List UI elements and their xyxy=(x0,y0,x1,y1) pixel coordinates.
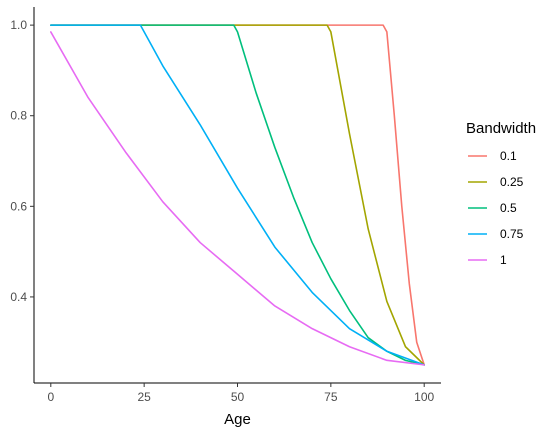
series-line-1 xyxy=(49,31,426,366)
legend-label: 0.5 xyxy=(500,201,517,215)
legend-title: Bandwidth xyxy=(466,120,536,137)
x-tick-label: 75 xyxy=(324,390,338,404)
legend-label: 0.75 xyxy=(500,227,524,241)
legend: Bandwidth 0.1 0.25 0.5 0.75 1 xyxy=(466,120,536,267)
y-tick-label: 0.6 xyxy=(10,199,27,213)
series-line-0_5 xyxy=(49,24,426,366)
x-tick-label: 100 xyxy=(414,390,434,404)
series-line-0_1 xyxy=(49,24,426,366)
legend-label: 0.1 xyxy=(500,149,517,163)
y-tick-label: 1.0 xyxy=(10,18,27,32)
series-line-0_25 xyxy=(49,24,426,366)
legend-label: 0.25 xyxy=(500,175,524,189)
y-tick-label: 0.4 xyxy=(10,290,27,304)
x-tick-label: 0 xyxy=(47,390,54,404)
x-tick-label: 25 xyxy=(137,390,151,404)
plot-lines xyxy=(49,24,426,366)
legend-label: 1 xyxy=(500,253,507,267)
y-tick-label: 0.8 xyxy=(10,109,27,123)
x-axis-title: Age xyxy=(224,411,251,428)
x-ticks: 0 25 50 75 100 xyxy=(47,383,435,404)
y-ticks: 0.4 0.6 0.8 1.0 xyxy=(10,18,34,304)
series-line-0_75 xyxy=(49,24,426,366)
x-tick-label: 50 xyxy=(231,390,245,404)
